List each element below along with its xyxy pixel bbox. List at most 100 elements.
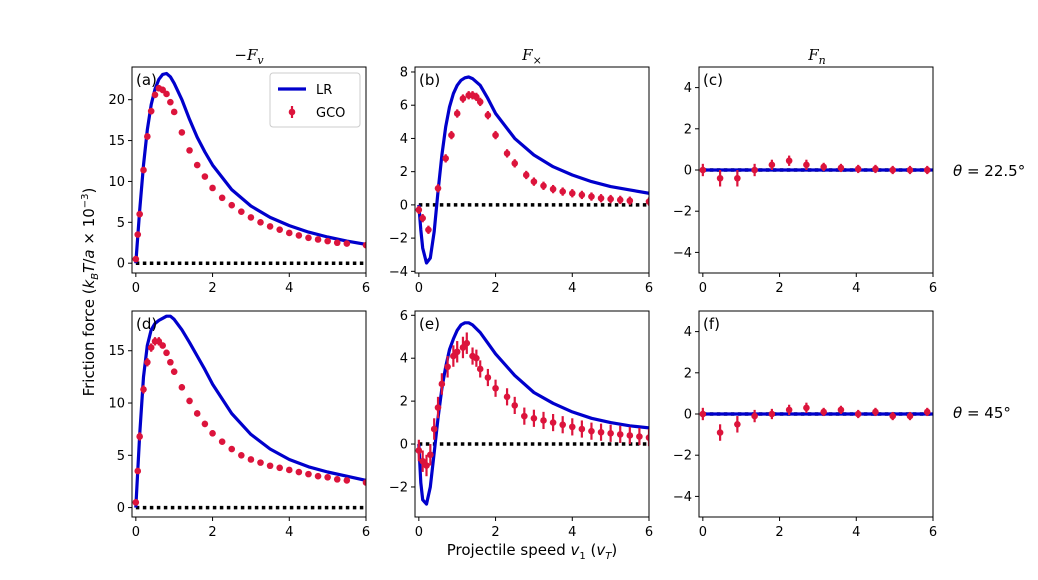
gco-marker [463,339,471,347]
gco-marker [324,473,331,481]
gco-marker [785,157,793,165]
col-title-fn: Fn [807,46,826,67]
gco-marker [530,178,538,185]
gco-point-a [186,147,193,154]
legend-gco-label: GCO [316,106,345,121]
axes-frame-e [414,310,650,518]
gco-point-d [247,456,255,463]
panel-label-e: (e) [419,315,440,333]
gco-point-e [419,450,426,472]
gco-point-f [872,407,879,417]
gco-marker [521,412,528,420]
y-tick-label: 4 [400,352,408,367]
gco-marker [476,98,484,106]
gco-marker [238,452,245,459]
gco-point-a [134,231,142,238]
gco-point-e [492,379,499,397]
gco-point-e [459,336,467,359]
x-tick-label: 2 [208,281,216,296]
gco-marker [132,255,140,263]
gco-point-b [434,184,442,193]
gco-point-d [266,462,274,470]
panel-b: 0 2 4 6 −4 −2 0 2 4 6 8 (b) [389,65,653,296]
gco-point-e [626,426,634,445]
gco-point-c [820,162,827,172]
gco-point-b [578,190,586,200]
gco-point-a [151,91,159,99]
gco-marker [597,428,605,436]
gco-point-d [238,452,245,459]
gco-point-b [645,197,649,206]
x-tick-label: 4 [568,525,576,540]
gco-marker [228,445,236,453]
y-tick-label: 2 [684,366,692,381]
gco-marker [159,342,166,349]
legend-lr-label: LR [316,83,332,98]
gco-marker [626,432,634,439]
gco-point-d [276,464,283,472]
gco-marker [549,419,557,426]
x-tick-label: 4 [285,281,293,296]
gco-point-b [568,189,576,198]
y-tick-label: 15 [108,134,125,149]
gco-marker [427,451,434,459]
gco-marker [872,165,879,173]
gco-marker [716,174,724,182]
gco-marker [837,164,845,172]
gco-point-b [511,159,519,168]
gco-point-a [132,255,140,263]
gco-marker [734,174,741,182]
gco-marker [295,468,303,476]
gco-marker [193,161,201,169]
gco-marker [473,93,480,101]
y-tick-label: 0 [117,257,125,272]
plot-area-f [699,402,933,441]
gco-point-b [473,92,480,102]
gco-point-b [530,177,538,186]
gco-marker [459,95,467,102]
row-label-theta-45: θ = 45° [953,404,1011,422]
gco-marker [295,232,303,239]
y-tick-label: 0 [400,198,408,213]
gco-marker [343,477,351,484]
axes-frame-d [131,310,367,518]
gco-point-e [484,368,492,387]
gco-marker [362,479,366,486]
panel-label-c: (c) [703,71,723,89]
gco-point-e [463,332,471,354]
gco-marker [170,368,178,375]
axes-frame-a [131,66,367,274]
gco-marker [716,429,724,436]
gco-marker [768,161,776,169]
gco-marker [503,150,511,157]
gco-marker [178,384,186,391]
gco-marker [155,338,163,345]
gco-marker [285,466,293,474]
gco-point-d [257,459,264,466]
gco-marker [147,344,155,351]
y-tick-label: 0 [400,438,408,453]
plot-area-d [132,314,366,510]
gco-point-d [186,397,193,405]
gco-marker [333,239,341,247]
gco-marker [578,425,586,433]
gco-marker [343,240,351,247]
gco-point-a [295,232,303,239]
gco-point-b [448,130,455,140]
gco-point-d [324,473,331,481]
gco-marker [511,160,519,167]
gco-marker [163,349,170,357]
gco-point-e [549,414,557,432]
gco-point-f [854,409,862,419]
gco-point-c [734,170,741,187]
gco-point-a [314,236,322,243]
gco-point-a [362,241,366,249]
x-tick-label: 0 [699,525,707,540]
gco-point-f [785,404,793,416]
gco-marker [136,210,143,218]
gco-marker [419,214,426,222]
x-tick-label: 6 [645,525,653,540]
x-tick-label: 6 [362,281,370,296]
gco-point-a [140,166,147,174]
gco-point-c [872,164,879,174]
